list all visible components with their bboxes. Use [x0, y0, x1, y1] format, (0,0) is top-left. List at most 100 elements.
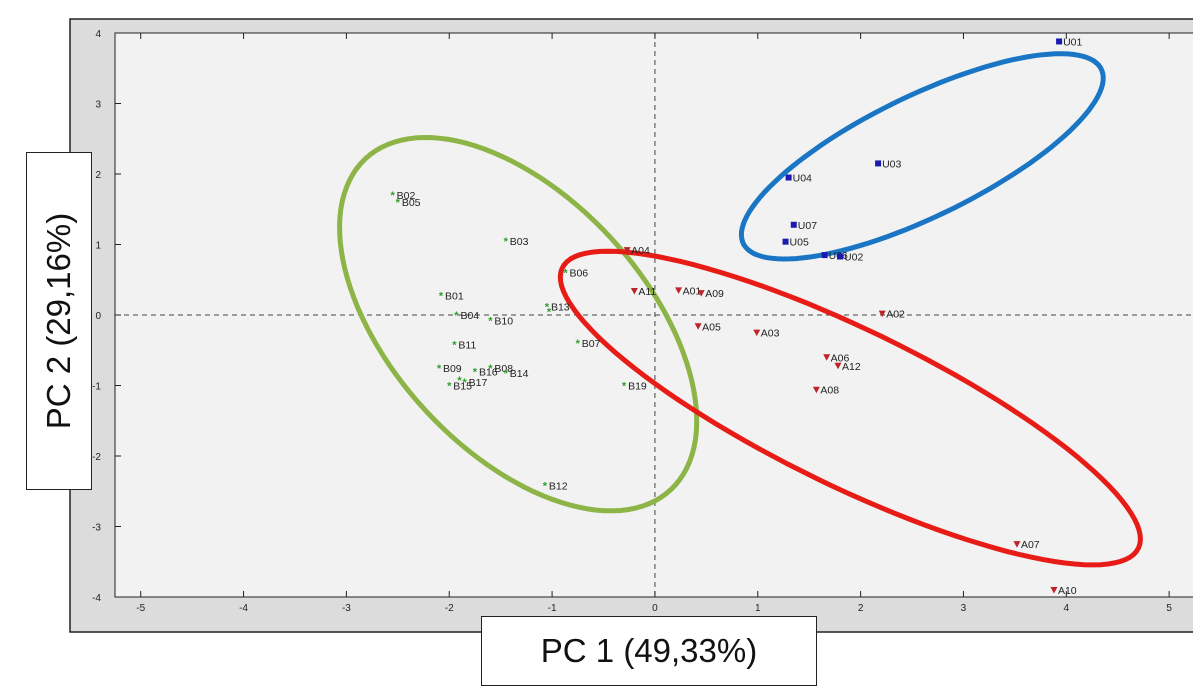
data-point: *: [439, 290, 444, 302]
data-point: *: [452, 340, 457, 352]
data-point: *: [437, 363, 442, 375]
x-axis-label-text: PC 1 (49,33%): [540, 632, 758, 669]
data-point: *: [488, 363, 493, 375]
data-point-label: B05: [402, 197, 421, 209]
data-point-label: U07: [798, 220, 817, 232]
data-point: [821, 252, 828, 259]
y-axis-label: PC 2 (29,16%): [26, 152, 92, 490]
y-tick-label: 2: [95, 170, 101, 181]
data-point-label: B02: [397, 190, 416, 202]
data-point: *: [447, 381, 452, 393]
x-tick-label: -3: [342, 603, 351, 614]
x-tick-label: 1: [755, 603, 761, 614]
data-point: *: [504, 236, 509, 248]
data-point-label: B11: [458, 340, 476, 352]
data-point: *: [488, 316, 493, 328]
data-point: *: [545, 302, 550, 314]
data-point-label: B10: [494, 316, 513, 328]
data-point: *: [547, 306, 552, 318]
data-point-label: A03: [761, 328, 780, 340]
y-tick-label: -4: [92, 593, 101, 604]
y-tick-label: 0: [95, 311, 101, 322]
cluster-ellipse-2: [557, 248, 1143, 568]
data-point-label: B15: [453, 381, 472, 393]
y-tick-label: -3: [92, 523, 101, 534]
plot-area: [114, 32, 1193, 598]
y-tick-label: -2: [92, 452, 101, 463]
data-point-label: A11: [638, 286, 656, 298]
data-point: [630, 288, 638, 295]
data-point: [623, 247, 631, 254]
data-point: [823, 354, 831, 361]
x-tick-label: 0: [652, 603, 658, 614]
axis-ticks: -5 -4 -3 -2 -1 0 1 2 3 4 5 -4 -3 -2 -1 0 1 2 3 4: [92, 29, 1172, 614]
data-point: [697, 290, 705, 297]
data-point-label: A07: [1021, 539, 1040, 551]
data-point: *: [463, 377, 468, 389]
data-point-label: B06: [569, 268, 588, 280]
data-point: [875, 160, 882, 167]
x-tick-label: 2: [858, 603, 864, 614]
data-point-label: B01: [445, 290, 464, 302]
data-point-label: B07: [582, 338, 601, 350]
x-tick-label: -5: [136, 603, 145, 614]
data-point: *: [396, 197, 401, 209]
data-point: [675, 287, 683, 294]
data-point: [837, 253, 844, 260]
data-point-label: U03: [882, 158, 901, 170]
data-point: *: [543, 481, 548, 493]
data-point-label: B03: [510, 236, 529, 248]
cluster-ellipses: [337, 51, 1143, 568]
data-point: [753, 329, 761, 337]
x-tick-label: -1: [548, 603, 557, 614]
data-point-label: B17: [469, 377, 488, 389]
data-point-label: B19: [628, 381, 647, 393]
data-point-label: A12: [842, 361, 861, 373]
data-points: * B02* B05* B03* B06* B01* B04 * B10* B13** B07* B1…: [391, 36, 1083, 596]
data-point: *: [454, 310, 459, 322]
x-axis-label: PC 1 (49,33%): [481, 616, 817, 686]
data-point-label: B08: [494, 363, 513, 375]
data-point: [790, 221, 797, 228]
x-tick-label: -4: [239, 603, 248, 614]
data-point: [1056, 38, 1063, 45]
data-point-label: A09: [705, 288, 724, 300]
data-point-label: A10: [1058, 585, 1077, 597]
data-point: [694, 323, 702, 330]
y-tick-label: 4: [95, 29, 101, 40]
data-point-label: A04: [631, 245, 650, 257]
y-axis-label-text: PC 2 (29,16%): [40, 212, 77, 430]
data-point-label: B16: [479, 366, 498, 378]
data-point-label: A02: [886, 309, 905, 321]
data-point: [834, 362, 842, 370]
data-point: [1013, 541, 1021, 548]
data-point: [785, 174, 792, 181]
data-point-label: U05: [790, 237, 809, 249]
data-point-label: U02: [844, 251, 863, 263]
x-tick-label: 5: [1166, 603, 1172, 614]
data-point: *: [576, 338, 581, 350]
data-point-label: B04: [460, 310, 479, 322]
data-point: *: [622, 381, 627, 393]
y-tick-label: -1: [92, 382, 101, 393]
data-point: [1050, 586, 1058, 594]
data-point: *: [504, 368, 509, 380]
data-point: *: [473, 366, 478, 378]
x-tick-label: -2: [445, 603, 454, 614]
data-point: [878, 310, 886, 318]
cluster-ellipse-1: [337, 134, 700, 514]
data-point-label: A01: [683, 285, 702, 297]
data-point-label: A06: [831, 352, 850, 364]
data-point: [782, 238, 789, 245]
data-point-label: U01: [1063, 36, 1082, 48]
x-tick-label: 3: [961, 603, 967, 614]
data-point: *: [391, 190, 396, 202]
data-point-label: B12: [549, 481, 568, 493]
data-point: [812, 386, 820, 394]
data-point-label: A08: [820, 385, 839, 397]
x-tick-label: 4: [1064, 603, 1070, 614]
cluster-ellipse-3: [738, 51, 1106, 262]
data-point: *: [563, 268, 568, 280]
data-point: *: [457, 375, 462, 387]
